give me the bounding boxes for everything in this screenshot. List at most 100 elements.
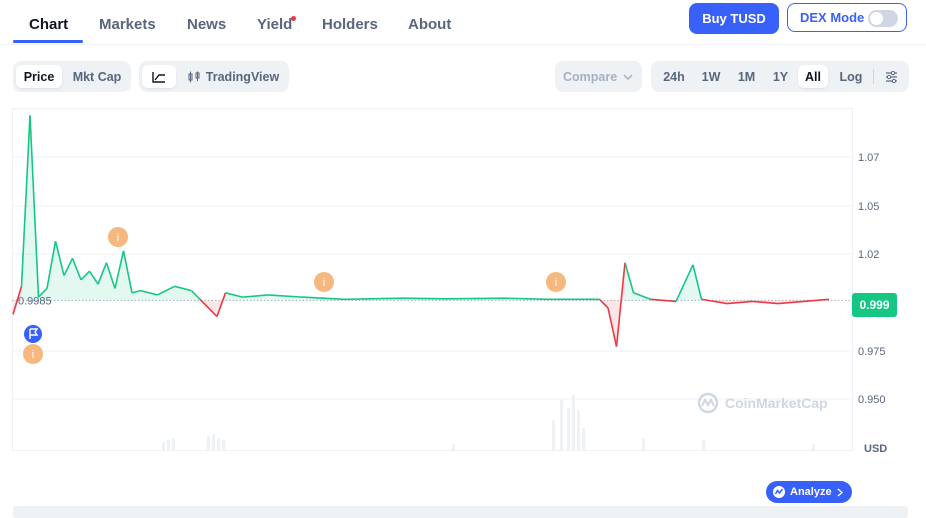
price-area [157, 286, 175, 301]
flag-icon [29, 328, 39, 339]
line-chart-button[interactable] [142, 65, 176, 88]
price-segment [114, 250, 125, 289]
dex-mode-toggle[interactable]: DEX Mode [787, 3, 907, 32]
price-segment [71, 258, 82, 281]
price-segment [157, 285, 175, 296]
volume-bar [812, 444, 815, 450]
plot-frame [12, 108, 853, 451]
tab-bar: Chart Markets News Yield Holders About [0, 0, 926, 45]
price-segment [301, 296, 345, 301]
info-icon: i [555, 277, 557, 289]
tab-yield[interactable]: Yield [257, 16, 293, 33]
info-icon: i [323, 277, 325, 289]
current-price-badge: 0.999 [852, 293, 897, 317]
price-segment [633, 292, 651, 301]
info-icon: i [117, 232, 119, 244]
tab-holders[interactable]: Holders [322, 16, 378, 33]
toggle-switch[interactable] [868, 10, 898, 27]
price-segment [598, 298, 609, 309]
price-area [55, 241, 64, 301]
event-marker [314, 272, 334, 292]
volume-bar [217, 438, 220, 450]
volume-bar [552, 420, 555, 450]
tab-news[interactable]: News [187, 16, 227, 33]
y-tick-label: 0.950 [858, 394, 886, 406]
price-segment [105, 262, 116, 289]
volume-bar [567, 408, 570, 450]
tab-about[interactable]: About [408, 16, 452, 33]
compare-label: Compare [563, 69, 618, 84]
volume-bar [572, 395, 575, 450]
price-segment [692, 264, 703, 300]
mkt-cap-button[interactable]: Mkt Cap [72, 69, 122, 84]
volume-bar [167, 440, 170, 450]
range-1y[interactable]: 1Y [772, 69, 789, 84]
price-segment [446, 297, 507, 300]
chart-range-scrollbar[interactable] [13, 506, 908, 518]
price-segment [225, 292, 243, 298]
buy-button[interactable]: Buy TUSD [689, 3, 779, 34]
analyze-icon [773, 486, 785, 498]
price-segment [54, 241, 65, 276]
volume-bar [582, 428, 585, 450]
volume-bar [642, 438, 645, 450]
price-segment [216, 292, 227, 317]
price-area [98, 262, 107, 301]
price-area [72, 258, 81, 301]
volume-bar [212, 434, 215, 450]
dex-mode-label: DEX Mode [800, 10, 865, 25]
y-tick-label: 1.02 [858, 249, 879, 261]
price-segment [37, 287, 48, 298]
volume-bar [577, 410, 580, 450]
price-area [64, 258, 73, 301]
y-tick-label: 0.975 [858, 346, 886, 358]
chevron-right-icon [837, 487, 843, 497]
tradingview-button[interactable]: TradingView [181, 65, 285, 88]
price-segment [29, 115, 40, 298]
chevron-down-icon [623, 73, 633, 80]
volume-bar [452, 444, 455, 450]
event-marker [108, 227, 128, 247]
coinmarketcap-watermark: CoinMarketCap [697, 392, 828, 414]
volume-bar [560, 400, 563, 450]
coinmarketcap-logo-icon [697, 392, 719, 414]
price-segment [752, 300, 779, 305]
tab-chart[interactable]: Chart [29, 16, 69, 33]
volume-bar [207, 436, 210, 450]
chart-settings-button[interactable] [879, 65, 903, 88]
event-marker [546, 272, 566, 292]
price-chart[interactable]: 1.071.051.020.9750.950201920202021202220… [12, 108, 914, 458]
range-1w[interactable]: 1W [701, 69, 721, 84]
price-segment [615, 262, 626, 347]
price-segment [267, 294, 303, 298]
price-segment [607, 307, 618, 347]
analyze-button[interactable]: Analyze [766, 481, 852, 503]
compare-dropdown[interactable]: Compare [555, 61, 642, 92]
tab-markets[interactable]: Markets [99, 16, 156, 33]
price-area [89, 271, 98, 301]
price-segment [403, 297, 447, 300]
price-area [106, 262, 115, 301]
log-scale-button[interactable]: Log [839, 69, 863, 84]
price-segment [344, 297, 405, 301]
range-24h[interactable]: 24h [663, 69, 685, 84]
price-button[interactable]: Price [16, 65, 62, 88]
price-segment [726, 300, 753, 305]
price-segment [97, 262, 108, 285]
price-segment [505, 297, 549, 301]
price-area [140, 290, 158, 301]
notification-dot [291, 16, 296, 21]
price-segment [675, 264, 694, 302]
range-selector: 24h 1W 1M 1Y All Log [651, 61, 909, 92]
price-mktcap-switch: Price Mkt Cap [13, 61, 131, 92]
range-all[interactable]: All [798, 65, 828, 88]
price-area [268, 294, 302, 301]
price-segment [140, 289, 158, 296]
sliders-icon [885, 70, 897, 83]
price-segment [12, 286, 23, 315]
range-1m[interactable]: 1M [737, 69, 756, 84]
price-segment [777, 300, 804, 305]
price-area [242, 294, 268, 301]
price-segment [650, 298, 677, 303]
price-segment [122, 250, 133, 293]
